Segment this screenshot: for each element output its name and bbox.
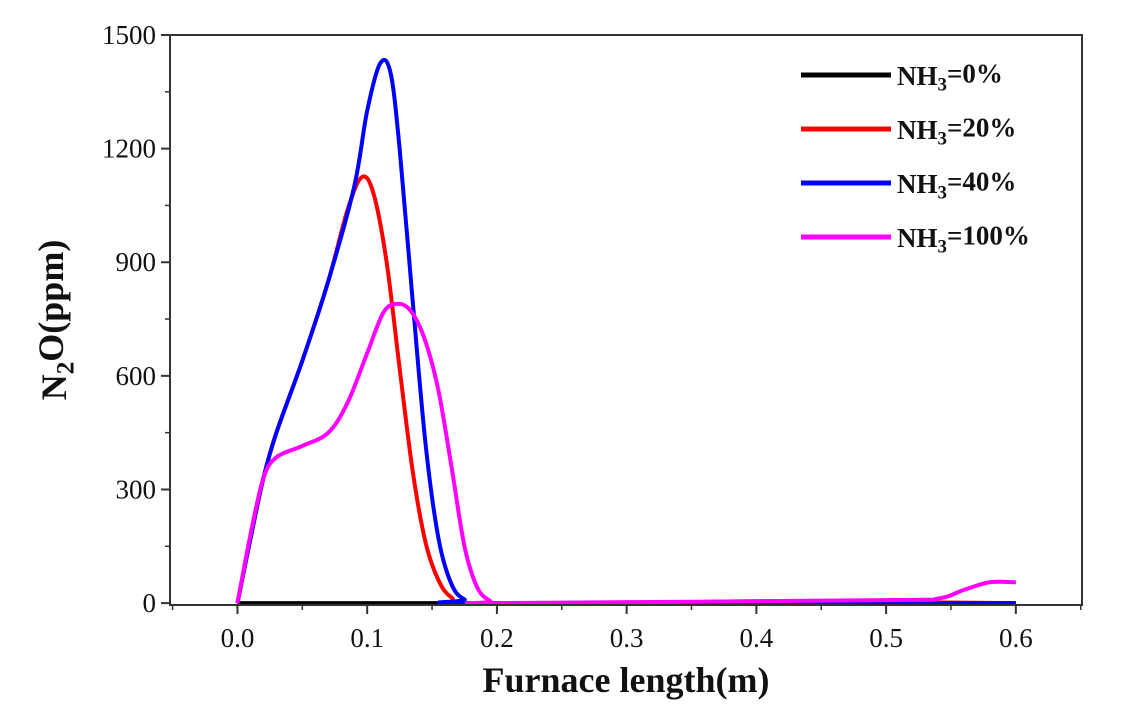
legend: NH3=0% NH3=20% NH3=40% NH3=100% bbox=[801, 59, 1030, 258]
legend-label-1: NH3=20% bbox=[897, 113, 1016, 150]
plot-frame bbox=[169, 34, 1083, 606]
x-tick-label: 0.0 bbox=[221, 623, 255, 653]
x-tick-label: 0.3 bbox=[610, 623, 644, 653]
x-tick-label: 0.6 bbox=[999, 623, 1033, 653]
series-line-2 bbox=[235, 57, 1016, 606]
y-axis-title: N2O(ppm) bbox=[31, 240, 80, 401]
y-tick-label: 600 bbox=[116, 361, 157, 391]
y-tick-label: 1500 bbox=[102, 20, 156, 50]
legend-label-0: NH3=0% bbox=[897, 59, 1003, 96]
x-tick-label: 0.2 bbox=[480, 623, 514, 653]
y-tick-label: 300 bbox=[116, 474, 157, 504]
axes: 0.0 0.1 0.2 0.3 0.4 0.5 0.6 0 300 600 900 1200 1500 bbox=[102, 20, 1083, 653]
x-tick-label: 0.5 bbox=[869, 623, 903, 653]
legend-label-3: NH3=100% bbox=[897, 221, 1030, 258]
legend-label-2: NH3=40% bbox=[897, 167, 1016, 204]
y-tick-label: 900 bbox=[116, 247, 157, 277]
x-axis-title: Furnace length(m) bbox=[483, 660, 770, 700]
x-tick-label: 0.1 bbox=[350, 623, 384, 653]
series-line-3 bbox=[235, 301, 1016, 606]
y-tick-label: 0 bbox=[143, 588, 157, 618]
plot-area bbox=[235, 57, 1016, 606]
x-tick-label: 0.4 bbox=[740, 623, 774, 653]
y-tick-label: 1200 bbox=[102, 134, 156, 164]
